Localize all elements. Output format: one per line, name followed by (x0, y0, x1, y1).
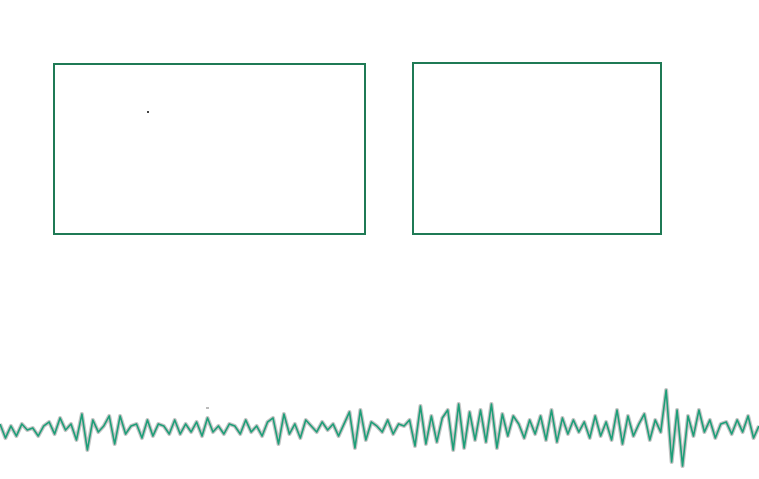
waveform-strip (0, 380, 759, 479)
marker-dot (147, 111, 149, 113)
waveform-line (0, 389, 759, 467)
right-panel (412, 62, 662, 235)
waveform-chart (0, 388, 759, 468)
left-panel (53, 63, 366, 235)
